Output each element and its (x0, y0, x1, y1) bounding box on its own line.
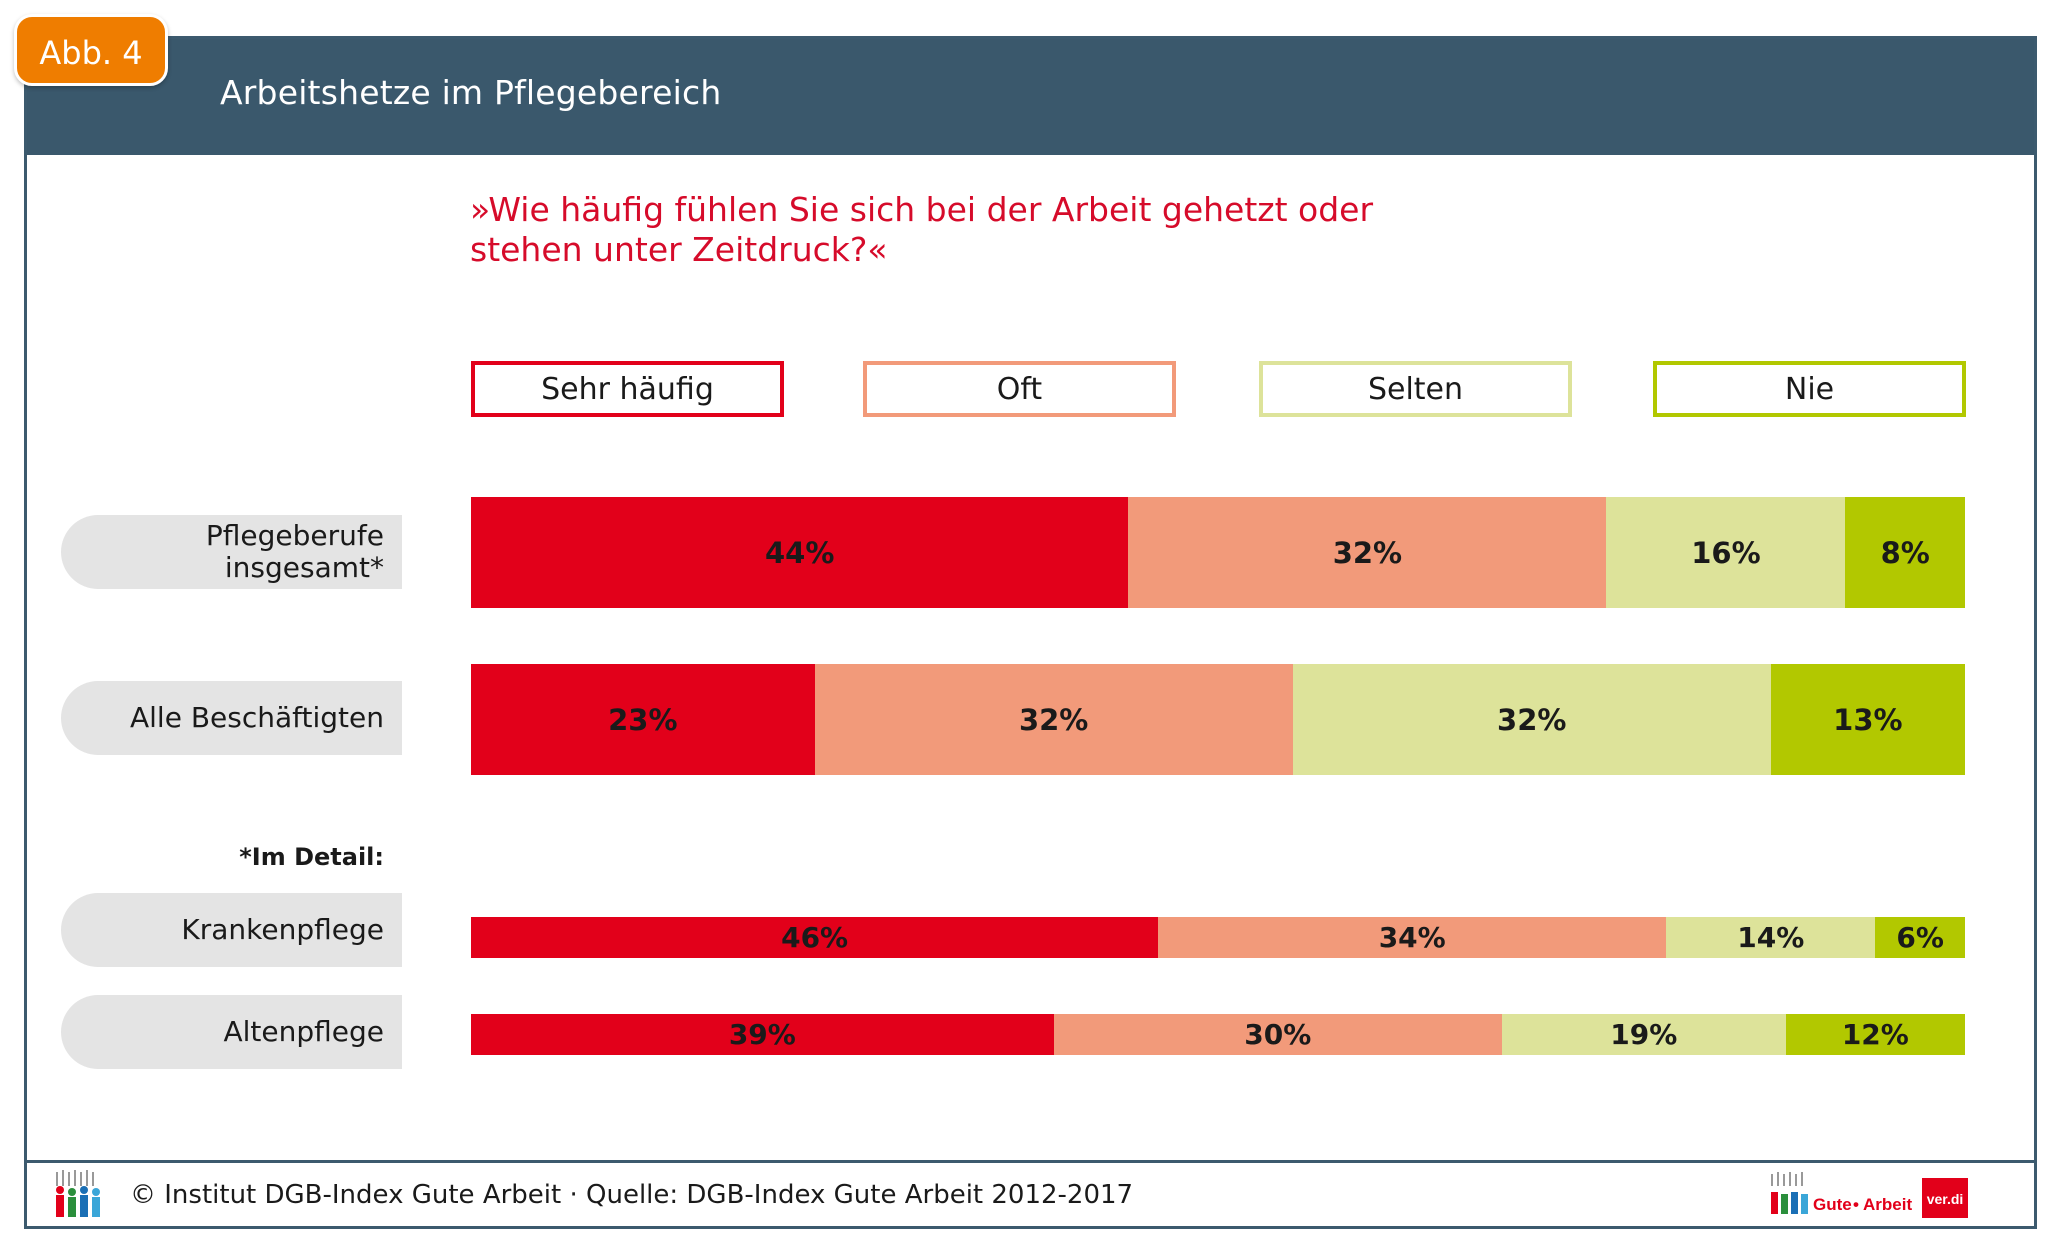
legend-selten: Selten (1259, 361, 1572, 417)
data-label: 19% (1610, 1018, 1678, 1051)
bar-segment-sehr-haeufig: 46% (471, 917, 1159, 958)
bar-segment-nie: 6% (1875, 917, 1965, 958)
chart-title: Arbeitshetze im Pflegebereich (220, 73, 722, 112)
row-label-text: Altenpflege (223, 1015, 384, 1048)
footer-divider (24, 1160, 2037, 1163)
bar-segment-oft: 32% (1128, 497, 1607, 608)
svg-text:ver.di: ver.di (1927, 1191, 1964, 1207)
bar-segment-oft: 34% (1158, 917, 1667, 958)
data-label: 6% (1896, 921, 1944, 954)
row-label-pflegeberufe: Pflegeberufe insgesamt* (61, 515, 402, 589)
row-label-krankenpflege: Krankenpflege (61, 893, 402, 967)
legend-oft: Oft (863, 361, 1176, 417)
data-label: 14% (1737, 921, 1805, 954)
header-bar: Arbeitshetze im Pflegebereich (27, 39, 2034, 155)
legend-sehr-haeufig: Sehr häufig (471, 361, 784, 417)
svg-text:•: • (1853, 1195, 1859, 1214)
bar-segment-oft: 30% (1053, 1014, 1502, 1055)
bar-segment-sehr-haeufig: 44% (471, 497, 1129, 608)
legend-label: Selten (1367, 371, 1464, 407)
row-label-alle: Alle Beschäftigten (61, 681, 402, 755)
data-label: 39% (728, 1018, 796, 1051)
row-label-altenpflege: Altenpflege (61, 995, 402, 1069)
bar-segment-sehr-haeufig: 23% (471, 664, 815, 775)
data-label: 32% (1332, 535, 1403, 570)
people-icon (56, 1170, 100, 1217)
data-label: 30% (1244, 1018, 1312, 1051)
bar-segment-selten: 32% (1292, 664, 1771, 775)
source-note: © Institut DGB-Index Gute Arbeit · Quell… (130, 1180, 1134, 1210)
question-text: »Wie häufig fühlen Sie sich bei der Arbe… (470, 190, 1470, 270)
bar-segment-oft: 32% (814, 664, 1293, 775)
bar-segment-selten: 14% (1666, 917, 1876, 958)
gute-arbeit-verdi-logo: Gute • Arbeit ver.di (1771, 1172, 1968, 1218)
bar-segment-nie: 8% (1845, 497, 1965, 608)
data-label: 44% (764, 535, 835, 570)
data-label: 32% (1497, 702, 1567, 737)
row-label-text: Krankenpflege (181, 913, 384, 946)
row-label-line: insgesamt* (224, 551, 384, 584)
bar-segment-nie: 13% (1770, 664, 1965, 775)
detail-note: *Im Detail: (239, 843, 384, 871)
data-label: 8% (1880, 535, 1930, 570)
bar-segment-sehr-haeufig: 39% (471, 1014, 1054, 1055)
data-label: 32% (1018, 702, 1089, 737)
data-label: 16% (1691, 535, 1761, 570)
data-label: 46% (781, 921, 849, 954)
bar-altenpflege: 39% 30% 19% 12% (471, 1014, 1965, 1055)
data-label: 13% (1833, 702, 1903, 737)
bar-segment-selten: 16% (1606, 497, 1846, 608)
svg-text:Gute: Gute (1813, 1195, 1852, 1214)
bar-segment-nie: 12% (1785, 1014, 1965, 1055)
legend-label: Sehr häufig (541, 371, 714, 407)
data-label: 34% (1378, 921, 1446, 954)
bar-pflegeberufe: 44% 32% 16% 8% (471, 497, 1965, 608)
data-label: 12% (1841, 1018, 1909, 1051)
legend-label: Nie (1784, 371, 1835, 407)
svg-text:Arbeit: Arbeit (1863, 1195, 1912, 1214)
bar-segment-selten: 19% (1501, 1014, 1786, 1055)
question-line-2: stehen unter Zeitdruck?« (470, 230, 888, 269)
figure-badge: Abb. 4 (14, 14, 168, 86)
question-line-1: »Wie häufig fühlen Sie sich bei der Arbe… (470, 190, 1374, 229)
legend-nie: Nie (1653, 361, 1966, 417)
bar-krankenpflege: 46% 34% 14% 6% (471, 917, 1965, 958)
bar-alle-beschaeftigten: 23% 32% 32% 13% (471, 664, 1965, 775)
row-label-line: Pflegeberufe (205, 519, 384, 552)
legend-label: Oft (996, 371, 1043, 407)
row-label-text: Alle Beschäftigten (129, 701, 384, 734)
data-label: 23% (608, 702, 678, 737)
